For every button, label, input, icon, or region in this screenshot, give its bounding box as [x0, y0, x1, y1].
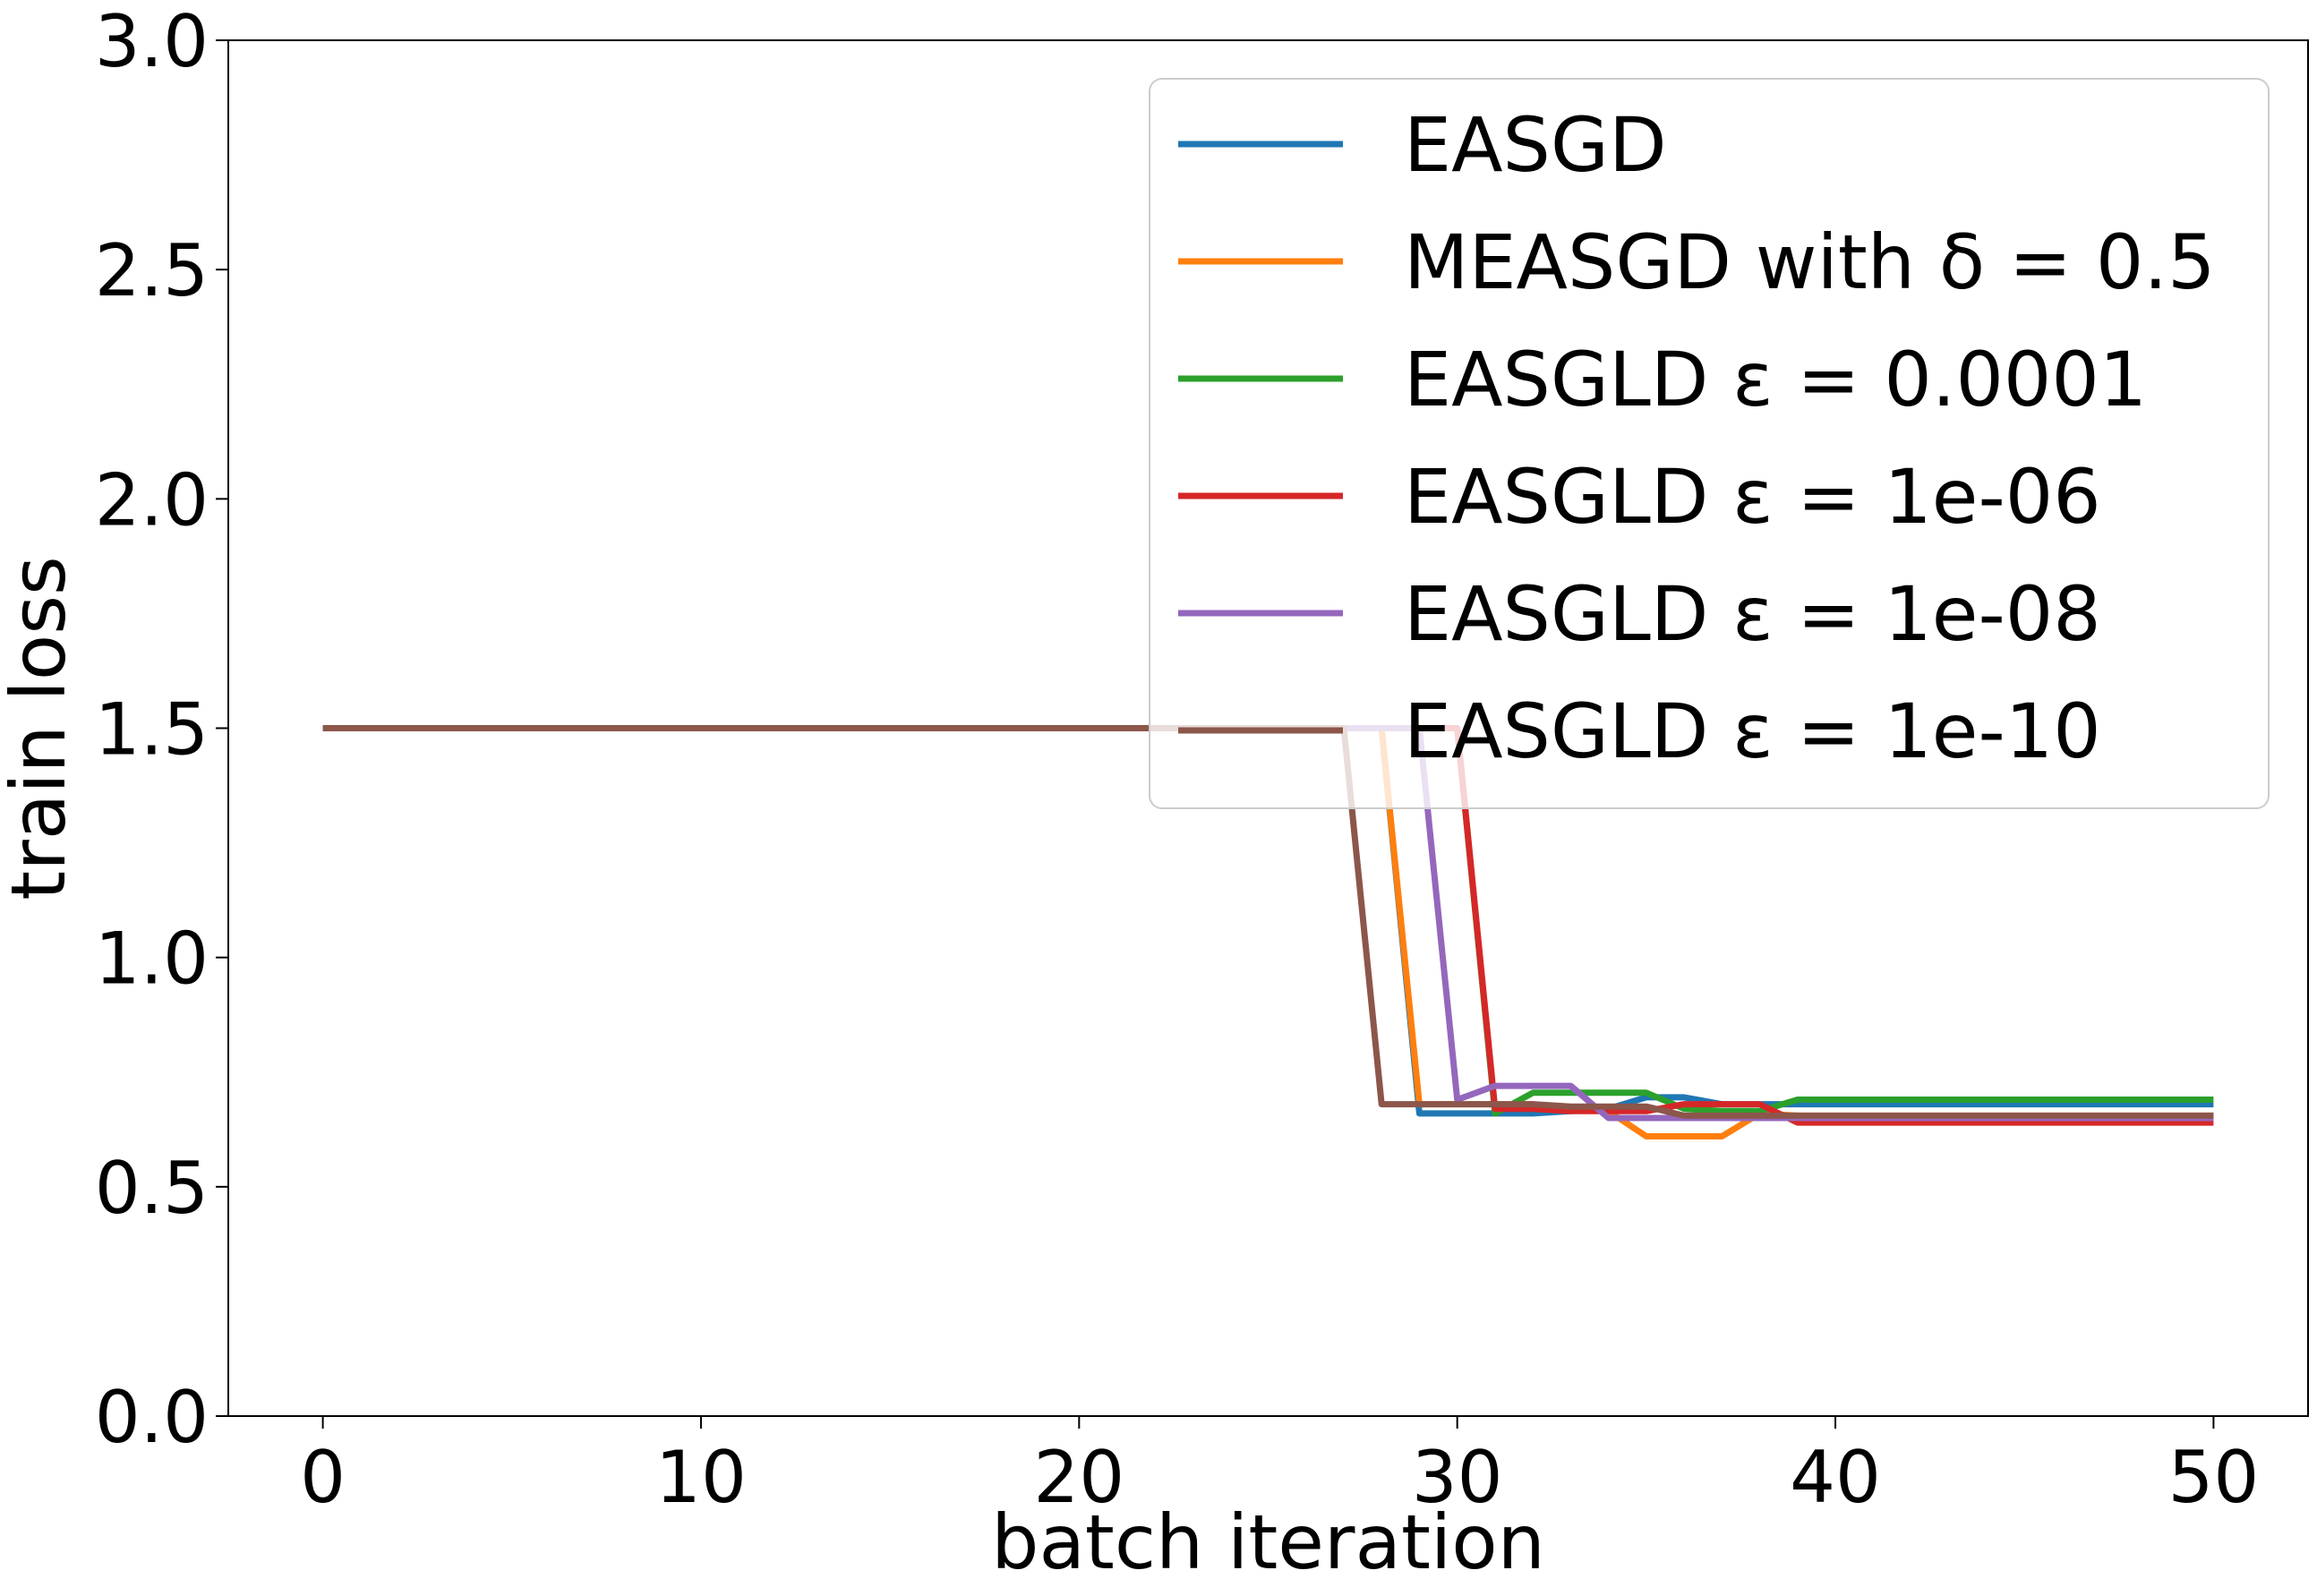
- y-tick-label: 3.0: [95, 0, 209, 83]
- legend-label: MEASGD with δ = 0.5: [1404, 218, 2216, 306]
- x-tick-label: 20: [1033, 1436, 1124, 1519]
- x-axis-ticks: 0 10 20 30 40 50: [300, 1416, 2259, 1519]
- legend-label: EASGLD ε = 1e-06: [1404, 453, 2101, 541]
- legend-item: EASGLD ε = 1e-10: [1178, 687, 2101, 775]
- x-tick-label: 10: [655, 1436, 747, 1519]
- x-tick-label: 40: [1790, 1436, 1881, 1519]
- legend-label: EASGLD ε = 1e-08: [1404, 570, 2101, 658]
- legend-item: EASGD: [1178, 101, 1667, 189]
- legend-item: MEASGD with δ = 0.5: [1178, 218, 2216, 306]
- legend-label: EASGLD ε = 1e-10: [1404, 687, 2101, 775]
- y-tick-label: 0.5: [95, 1147, 209, 1230]
- y-tick-label: 0.0: [95, 1376, 209, 1459]
- legend-label: EASGLD ε = 0.0001: [1404, 336, 2147, 423]
- legend-label: EASGD: [1404, 101, 1667, 189]
- y-axis-ticks: 0.0 0.5 1.0 1.5 2.0 2.5 3.0: [95, 0, 228, 1459]
- legend: EASGD MEASGD with δ = 0.5 EASGLD ε = 0.000…: [1149, 78, 2270, 809]
- legend-item: EASGLD ε = 0.0001: [1178, 336, 2147, 423]
- legend-item: EASGLD ε = 1e-06: [1178, 453, 2101, 541]
- x-tick-label: 50: [2168, 1436, 2260, 1519]
- y-tick-label: 2.5: [95, 229, 209, 312]
- legend-box: [1149, 78, 2270, 809]
- legend-item: EASGLD ε = 1e-08: [1178, 570, 2101, 658]
- y-tick-label: 1.0: [95, 917, 209, 1001]
- y-axis-label: train loss: [0, 556, 82, 900]
- x-axis-label: batch iteration: [991, 1498, 1545, 1586]
- y-tick-label: 1.5: [95, 688, 209, 772]
- x-tick-label: 30: [1412, 1436, 1503, 1519]
- x-tick-label: 0: [300, 1436, 346, 1519]
- y-tick-label: 2.0: [95, 458, 209, 542]
